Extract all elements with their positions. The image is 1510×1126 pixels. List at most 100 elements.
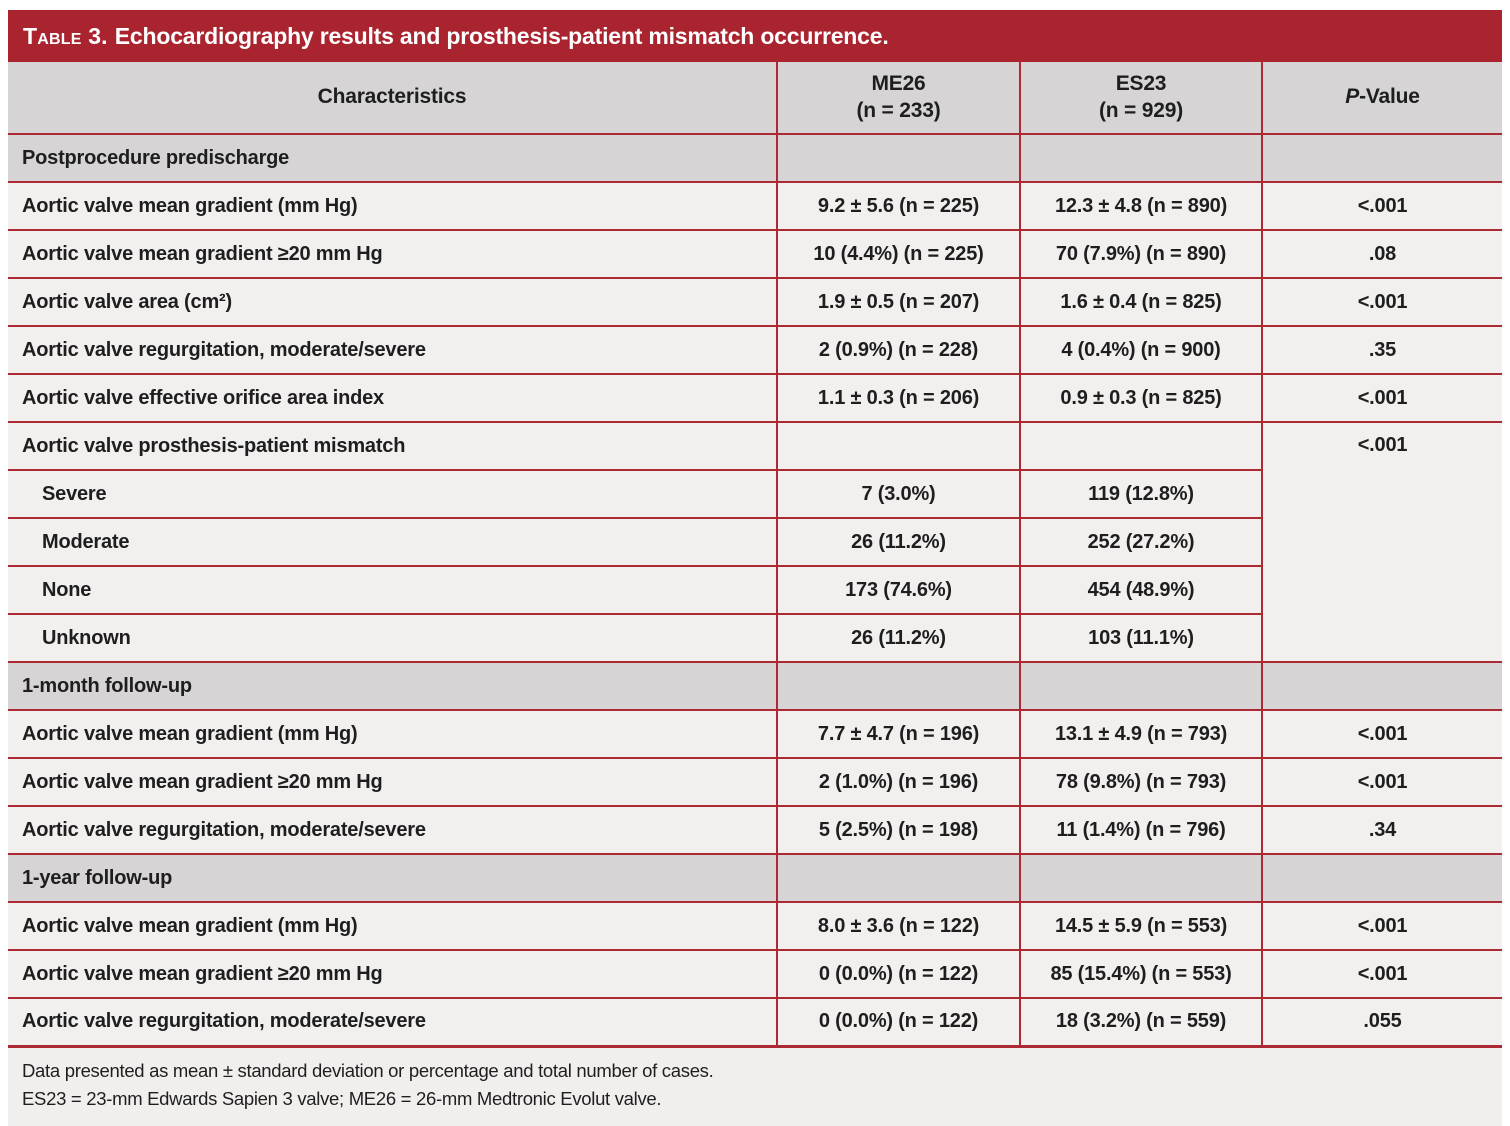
me26-value-cell <box>776 661 1021 711</box>
es23-label: ES23 <box>1115 72 1167 96</box>
es23-value-cell <box>1019 133 1263 183</box>
table-row: Aortic valve mean gradient (mm Hg) 9.2 ± … <box>8 181 1502 231</box>
table-row: Aortic valve area (cm²) 1.9 ± 0.5 (n = 20… <box>8 277 1502 327</box>
es23-value-cell: 103 (11.1%) <box>1019 613 1262 663</box>
me26-label: ME26 <box>871 72 926 96</box>
table-row: Aortic valve regurgitation, moderate/sev… <box>8 325 1502 375</box>
echocardiography-table: Characteristics ME26 (n = 233) ES23 (n =… <box>8 62 1502 1048</box>
characteristic-cell: Severe <box>8 469 778 519</box>
characteristic-cell: Aortic valve mean gradient ≥20 mm Hg <box>8 229 778 279</box>
es23-value-cell: 119 (12.8%) <box>1019 469 1262 519</box>
es23-value-cell: 78 (9.8%) (n = 793) <box>1019 757 1263 807</box>
section-row: Postprocedure predischarge <box>8 133 1502 183</box>
table-row: None 173 (74.6%) 454 (48.9%) <box>8 565 1502 615</box>
es23-value-cell <box>1019 661 1263 711</box>
p-value-p: P <box>1345 85 1360 109</box>
characteristic-cell: Unknown <box>8 613 778 663</box>
table-row: Aortic valve prosthesis-patient mismatch… <box>8 421 1502 663</box>
characteristic-cell: Aortic valve mean gradient (mm Hg) <box>8 901 778 951</box>
table-row: Aortic valve mean gradient ≥20 mm Hg 10 (… <box>8 229 1502 279</box>
es23-value-cell: 1.6 ± 0.4 (n = 825) <box>1019 277 1263 327</box>
es23-value-cell: 11 (1.4%) (n = 796) <box>1019 805 1263 855</box>
col-header-p-value: P-Value <box>1261 62 1502 135</box>
col-header-characteristics: Characteristics <box>8 62 778 135</box>
me26-value-cell: 8.0 ± 3.6 (n = 122) <box>776 901 1021 951</box>
es23-value-cell: 13.1 ± 4.9 (n = 793) <box>1019 709 1263 759</box>
me26-n: (n = 233) <box>856 98 941 122</box>
me26-value-cell: 7 (3.0%) <box>776 469 1021 519</box>
table-row: Aortic valve regurgitation, moderate/sev… <box>8 997 1502 1048</box>
es23-value-cell: 454 (48.9%) <box>1019 565 1262 615</box>
me26-value-cell: 1.1 ± 0.3 (n = 206) <box>776 373 1021 423</box>
me26-value-cell <box>776 133 1021 183</box>
table-body: Postprocedure predischarge Aortic valve m… <box>8 133 1502 1048</box>
es23-value-cell: 12.3 ± 4.8 (n = 890) <box>1019 181 1263 231</box>
me26-value-cell: 1.9 ± 0.5 (n = 207) <box>776 277 1021 327</box>
p-value-cell: <.001 <box>1261 181 1502 231</box>
table-row: Aortic valve mean gradient ≥20 mm Hg 0 (0… <box>8 949 1502 999</box>
p-value-rest: -Value <box>1359 85 1420 109</box>
characteristic-cell: Aortic valve effective orifice area inde… <box>8 373 778 423</box>
table-row: Aortic valve mean gradient (mm Hg) 8.0 ± … <box>8 901 1502 951</box>
col-header-me26: ME26 (n = 233) <box>776 62 1021 135</box>
p-value-cell: .055 <box>1261 997 1502 1048</box>
table-row: Aortic valve regurgitation, moderate/sev… <box>8 805 1502 855</box>
table-row: Unknown 26 (11.2%) 103 (11.1%) <box>8 613 1502 663</box>
col-header-es23: ES23 (n = 929) <box>1019 62 1263 135</box>
es23-value-cell: 0.9 ± 0.3 (n = 825) <box>1019 373 1263 423</box>
p-value-cell <box>1261 853 1502 903</box>
table-row: Aortic valve effective orifice area inde… <box>8 373 1502 423</box>
characteristic-cell: Aortic valve regurgitation, moderate/sev… <box>8 325 778 375</box>
characteristic-cell: Aortic valve prosthesis-patient mismatch <box>8 421 778 471</box>
characteristic-cell: None <box>8 565 778 615</box>
es23-value-cell: 70 (7.9%) (n = 890) <box>1019 229 1263 279</box>
p-value-cell: <.001 <box>1261 949 1502 999</box>
me26-value-cell: 26 (11.2%) <box>776 517 1021 567</box>
table3-card: Table 3. Echocardiography results and pr… <box>8 10 1502 1126</box>
characteristic-cell: Aortic valve mean gradient (mm Hg) <box>8 709 778 759</box>
me26-value-cell: 5 (2.5%) (n = 198) <box>776 805 1021 855</box>
characteristic-cell: Aortic valve regurgitation, moderate/sev… <box>8 997 778 1048</box>
characteristic-cell: Postprocedure predischarge <box>8 133 778 183</box>
p-value-cell: <.001 <box>1261 373 1502 423</box>
footnote-abbreviations: ES23 = 23-mm Edwards Sapien 3 valve; ME2… <box>22 1088 662 1110</box>
characteristic-cell: 1-month follow-up <box>8 661 778 711</box>
table-row: Moderate 26 (11.2%) 252 (27.2%) <box>8 517 1502 567</box>
p-value-cell: <.001 <box>1261 421 1502 663</box>
es23-value-cell: 252 (27.2%) <box>1019 517 1262 567</box>
p-value-cell: <.001 <box>1261 757 1502 807</box>
table-footnotes: Data presented as mean ± standard deviat… <box>8 1047 1502 1126</box>
es23-value-cell: 4 (0.4%) (n = 900) <box>1019 325 1263 375</box>
p-value-cell <box>1261 661 1502 711</box>
table-number: Table 3. <box>23 22 108 49</box>
table-title-bar: Table 3. Echocardiography results and pr… <box>8 10 1502 62</box>
header-row: Characteristics ME26 (n = 233) ES23 (n =… <box>8 62 1502 135</box>
characteristic-cell: 1-year follow-up <box>8 853 778 903</box>
section-row: 1-month follow-up <box>8 661 1502 711</box>
es23-n: (n = 929) <box>1099 98 1183 122</box>
p-value-cell: <.001 <box>1261 277 1502 327</box>
section-row: 1-year follow-up <box>8 853 1502 903</box>
footnote-data-presentation: Data presented as mean ± standard deviat… <box>22 1059 714 1081</box>
table-row: Aortic valve mean gradient ≥20 mm Hg 2 (1… <box>8 757 1502 807</box>
table-row: Severe 7 (3.0%) 119 (12.8%) <box>8 469 1502 519</box>
me26-value-cell <box>776 421 1021 471</box>
me26-value-cell: 26 (11.2%) <box>776 613 1021 663</box>
me26-value-cell: 2 (1.0%) (n = 196) <box>776 757 1021 807</box>
me26-value-cell: 7.7 ± 4.7 (n = 196) <box>776 709 1021 759</box>
me26-value-cell <box>776 853 1021 903</box>
p-value-cell: <.001 <box>1261 901 1502 951</box>
es23-value-cell: 18 (3.2%) (n = 559) <box>1019 997 1263 1048</box>
p-value-cell: .08 <box>1261 229 1502 279</box>
p-value-cell <box>1261 133 1502 183</box>
es23-value-cell: 85 (15.4%) (n = 553) <box>1019 949 1263 999</box>
characteristic-cell: Moderate <box>8 517 778 567</box>
p-value-cell: <.001 <box>1261 709 1502 759</box>
me26-value-cell: 9.2 ± 5.6 (n = 225) <box>776 181 1021 231</box>
me26-value-cell: 10 (4.4%) (n = 225) <box>776 229 1021 279</box>
me26-value-cell: 2 (0.9%) (n = 228) <box>776 325 1021 375</box>
characteristic-cell: Aortic valve area (cm²) <box>8 277 778 327</box>
table-row: Aortic valve mean gradient (mm Hg) 7.7 ± … <box>8 709 1502 759</box>
p-value-cell: .34 <box>1261 805 1502 855</box>
